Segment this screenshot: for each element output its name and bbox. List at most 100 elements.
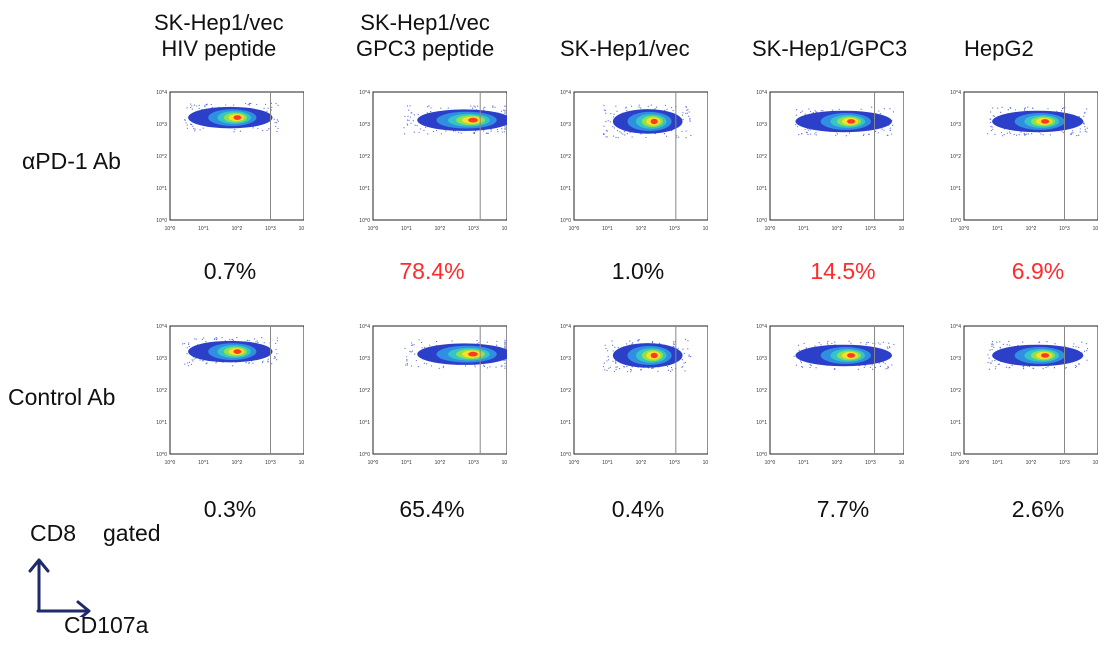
event-dot: [1006, 344, 1008, 346]
event-dot: [890, 133, 893, 135]
event-dot: [277, 104, 279, 106]
event-dot: [501, 128, 503, 130]
plot-frame: [372, 325, 507, 455]
event-dot: [190, 363, 193, 365]
event-dot: [187, 365, 190, 367]
y-tick-label: 10^1: [756, 186, 767, 192]
event-dot: [1042, 368, 1044, 370]
y-tick-label: 10^2: [560, 154, 571, 160]
event-dot: [490, 128, 492, 130]
event-dot: [406, 364, 408, 366]
event-dot: [408, 119, 410, 121]
event-dot: [689, 119, 691, 121]
event-dot: [205, 363, 207, 365]
event-dot: [1009, 344, 1011, 346]
event-dot: [438, 367, 440, 369]
y-tick-label: 10^2: [359, 388, 370, 394]
event-dot: [430, 110, 432, 113]
event-dot: [883, 108, 885, 110]
y-tick-label: 10^1: [156, 420, 167, 426]
event-dot: [1046, 341, 1048, 343]
event-dot: [807, 129, 809, 131]
x-tick-label: 10^1: [798, 226, 809, 232]
event-dot: [504, 343, 506, 345]
event-dot: [687, 340, 689, 342]
event-dot: [232, 339, 234, 341]
event-dot: [1023, 108, 1026, 110]
x-tick-label: 10^0: [368, 460, 379, 466]
y-tick-label: 10^4: [560, 324, 571, 330]
x-tick-label: 10^4: [899, 226, 904, 232]
event-dot: [689, 117, 691, 119]
x-tick-label: 10^1: [401, 460, 412, 466]
y-axis-label: CD8: [30, 520, 77, 546]
event-dot: [606, 360, 608, 362]
plot-frame: [963, 91, 1098, 221]
event-dot: [872, 342, 874, 344]
plot-frame: [169, 325, 304, 455]
event-dot: [186, 353, 188, 355]
event-dot: [1024, 134, 1026, 136]
x-tick-label: 10^4: [703, 460, 708, 466]
event-dot: [270, 102, 273, 104]
event-dot: [638, 106, 640, 108]
y-tick-label: 10^4: [560, 90, 571, 96]
y-tick-label: 10^2: [156, 388, 167, 394]
percent-label: 7.7%: [816, 496, 870, 522]
event-dot: [665, 135, 668, 137]
event-dot: [233, 131, 235, 133]
event-dot: [274, 356, 276, 358]
event-dot: [1038, 341, 1040, 344]
event-dot: [798, 134, 800, 136]
event-dot: [428, 105, 430, 107]
event-dot: [1049, 134, 1051, 136]
event-dot: [418, 131, 420, 134]
event-dot: [184, 119, 186, 121]
event-dot: [440, 107, 442, 109]
event-dot: [460, 132, 462, 134]
event-dot: [442, 367, 444, 369]
event-dot: [613, 127, 615, 129]
event-dot: [810, 364, 812, 367]
event-dot: [623, 131, 626, 133]
event-dot: [1086, 127, 1089, 129]
event-dot: [879, 112, 881, 115]
density-plot-panel: 10^0 10^0 10^1 10^1 10^2 10^2 10^3 10^3 10^4 10^4: [156, 90, 304, 232]
y-tick-label: 10^2: [560, 388, 571, 394]
event-dot: [257, 127, 259, 129]
event-dot: [239, 130, 242, 132]
event-dot: [690, 134, 692, 137]
event-dot: [626, 133, 628, 135]
event-dot: [812, 111, 814, 114]
event-dot: [1026, 133, 1028, 135]
event-dot: [236, 337, 238, 339]
event-dot: [874, 130, 877, 133]
event-dot: [471, 107, 474, 109]
event-dot: [187, 362, 189, 364]
event-dot: [497, 130, 499, 133]
event-dot: [871, 364, 873, 366]
y-tick-label: 10^3: [156, 356, 167, 362]
event-dot: [640, 107, 642, 109]
event-dot: [429, 344, 431, 346]
event-dot: [250, 102, 252, 105]
event-dot: [605, 129, 607, 132]
event-dot: [638, 104, 640, 106]
event-dot: [667, 369, 670, 371]
event-dot: [267, 360, 269, 362]
event-dot: [1003, 133, 1005, 136]
event-dot: [682, 118, 684, 121]
event-dot: [504, 111, 506, 113]
event-dot: [672, 345, 674, 348]
event-dot: [882, 341, 884, 343]
event-dot: [878, 110, 880, 112]
y-tick-label: 10^1: [560, 420, 571, 426]
event-dot: [603, 104, 605, 107]
event-dot: [406, 358, 408, 361]
x-tick-label: 10^3: [865, 226, 876, 232]
event-dot: [496, 340, 498, 342]
event-dot: [270, 109, 273, 111]
event-dot: [247, 103, 249, 105]
event-dot: [685, 130, 687, 132]
event-dot: [814, 345, 816, 347]
